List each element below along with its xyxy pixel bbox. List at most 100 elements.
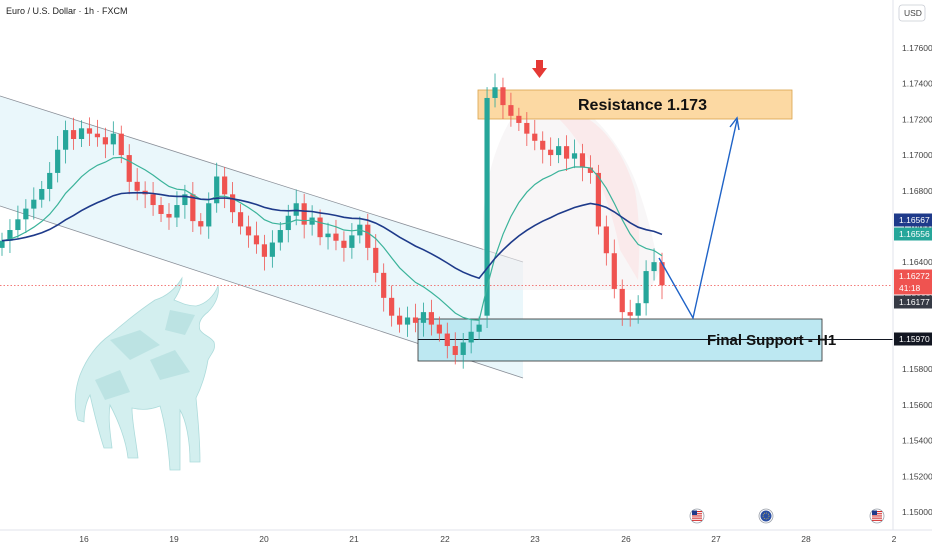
candle-body — [659, 262, 665, 286]
candle-body — [516, 115, 522, 123]
time-tick-label: 22 — [440, 534, 450, 544]
candle-body — [23, 208, 29, 220]
ema-fast-line — [1, 156, 663, 322]
price-tick-label: 1.17000 — [902, 150, 932, 160]
candle-body — [619, 288, 625, 313]
candle-body — [396, 315, 403, 325]
currency-label: USD — [904, 8, 922, 18]
candle-body — [301, 203, 307, 225]
currency-box[interactable] — [898, 4, 926, 22]
candle-body — [182, 194, 188, 206]
candle-body — [436, 324, 442, 334]
candle-body — [277, 230, 283, 243]
time-tick-label: 26 — [621, 534, 631, 544]
candle-body — [341, 240, 347, 248]
candle-body — [420, 312, 427, 323]
resistance-label: Resistance 1.173 — [578, 97, 707, 114]
candle-body — [325, 233, 331, 238]
eu-flag-icon[interactable] — [758, 508, 774, 524]
candle-body — [651, 262, 657, 272]
candle-body — [78, 128, 85, 140]
candle-body — [635, 303, 641, 316]
time-tick-label: 20 — [259, 534, 269, 544]
candle-body — [150, 194, 156, 206]
candle-body — [47, 172, 53, 189]
candle-body — [556, 146, 562, 156]
price-tick-label: 1.15200 — [902, 471, 932, 481]
candle-body — [349, 235, 355, 248]
candle-body — [253, 235, 260, 245]
price-tag-label: 1.16272 — [899, 271, 930, 281]
candle-body — [412, 317, 419, 323]
candle-body — [595, 172, 601, 227]
candle-body — [86, 128, 93, 134]
ema-slow-line — [1, 191, 663, 280]
price-tick-label: 1.15000 — [902, 507, 932, 517]
price-tags: 1.16567 1.16556 1.16272 41:18 1.16177 1.15970 — [894, 213, 932, 346]
candle-body — [261, 244, 268, 257]
candle-body — [293, 203, 299, 216]
candle-body — [237, 212, 244, 227]
candle-body — [110, 133, 116, 145]
projection-arrow-head — [729, 116, 740, 131]
price-tag-label: 1.16567 — [899, 215, 930, 225]
candle-body — [428, 312, 434, 325]
candle-body — [603, 226, 609, 254]
candle-body — [31, 199, 37, 209]
candle-body — [70, 130, 77, 140]
price-tag-label: 1.16177 — [899, 297, 930, 307]
candle-body — [198, 221, 204, 227]
price-tag — [894, 213, 932, 227]
economic-events — [689, 508, 885, 524]
candle-body — [404, 317, 411, 325]
candle-body — [627, 312, 633, 316]
candle-body — [55, 149, 61, 173]
price-tick-label: 1.16400 — [902, 257, 932, 267]
candle-body — [500, 87, 506, 106]
candle-body — [460, 342, 466, 355]
chart-title: Euro / U.S. Dollar · 1h · FXCM — [6, 6, 128, 16]
price-tick-label: 1.17400 — [902, 79, 932, 89]
candle-body — [611, 253, 617, 289]
candle-body — [222, 176, 228, 195]
candle-body — [468, 331, 474, 343]
price-tick-label: 1.17600 — [902, 43, 932, 53]
time-axis[interactable]: 16 19 20 21 22 23 26 27 28 2 — [79, 534, 896, 544]
bull-illustration — [74, 276, 219, 471]
resistance-zone[interactable] — [477, 89, 793, 120]
time-tick-label: 16 — [79, 534, 89, 544]
candle-body — [206, 203, 212, 227]
price-tag-label: 41:18 — [899, 283, 921, 293]
top-marker-arrow-icon — [532, 60, 547, 78]
candle-body — [643, 271, 649, 304]
candle-body — [333, 233, 339, 241]
candle-body — [158, 205, 164, 214]
candle-body — [317, 217, 323, 238]
candle-body — [174, 205, 180, 218]
candle-body — [381, 272, 387, 298]
candle-body — [389, 297, 395, 316]
candle-body — [571, 153, 578, 159]
candle-body — [587, 167, 594, 173]
candle-body — [540, 140, 546, 150]
candle-body — [134, 181, 140, 191]
price-tag-label: 1.16556 — [899, 229, 930, 239]
us-flag-icon[interactable] — [869, 508, 885, 524]
price-tick-label: 1.15800 — [902, 364, 932, 374]
candle-body — [166, 213, 172, 218]
candle-body — [532, 133, 538, 141]
time-tick-label: 27 — [711, 534, 721, 544]
candle-body — [214, 176, 220, 204]
time-tick-label: 2 — [892, 534, 897, 544]
candle-body — [7, 230, 13, 241]
price-tag — [894, 281, 932, 295]
candle-body — [94, 133, 101, 138]
us-flag-icon[interactable] — [689, 508, 705, 524]
time-tick-label: 28 — [801, 534, 811, 544]
candle-body — [230, 194, 236, 213]
support-label: Final Support - H1 — [707, 332, 836, 349]
time-tick-label: 23 — [530, 534, 540, 544]
candle-body — [579, 153, 586, 168]
candle-body — [190, 194, 196, 222]
